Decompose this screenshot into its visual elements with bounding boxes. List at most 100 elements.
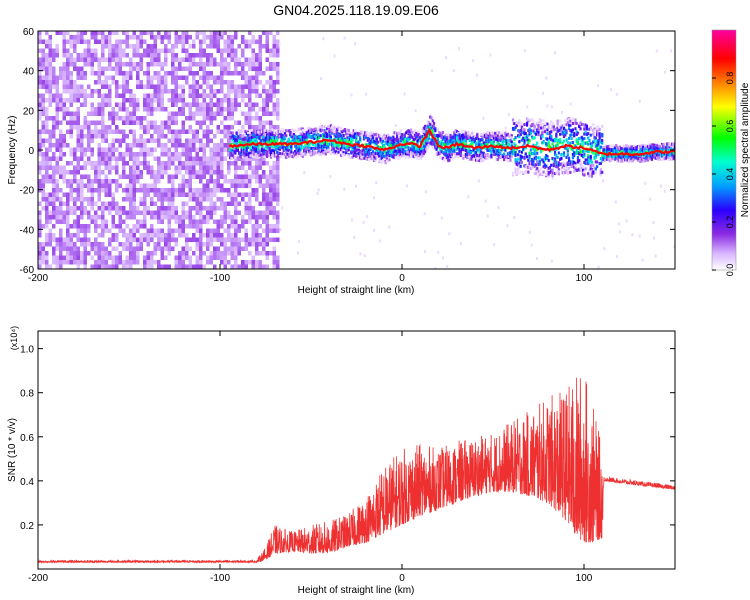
heatmap-cell xyxy=(258,264,262,269)
heatmap-cell xyxy=(122,98,126,103)
heatmap-cell xyxy=(143,48,147,53)
heatmap-cell xyxy=(181,129,185,134)
heatmap-cell xyxy=(178,107,182,112)
heatmap-cell xyxy=(150,98,154,103)
heatmap-cell xyxy=(199,201,203,206)
heatmap-cell xyxy=(174,102,178,107)
heatmap-cell xyxy=(111,75,115,80)
heatmap-cell xyxy=(243,137,246,141)
heatmap-cell xyxy=(108,116,112,121)
heatmap-cell xyxy=(188,143,192,148)
heatmap-cell xyxy=(546,104,549,108)
heatmap-cell xyxy=(427,125,431,129)
heatmap-cell xyxy=(518,140,521,144)
heatmap-cell xyxy=(111,201,115,206)
heatmap-cell xyxy=(294,139,297,143)
heatmap-cell xyxy=(411,145,414,149)
heatmap-cell xyxy=(167,39,171,44)
heatmap-cell xyxy=(80,197,84,202)
heatmap-cell xyxy=(515,145,518,149)
heatmap-cell xyxy=(513,122,516,126)
heatmap-cell xyxy=(195,147,199,152)
heatmap-cell xyxy=(171,174,175,179)
heatmap-cell xyxy=(265,102,269,107)
heatmap-cell xyxy=(266,153,269,157)
heatmap-cell xyxy=(199,224,203,229)
heatmap-cell xyxy=(385,142,389,146)
heatmap-cell xyxy=(434,144,437,148)
heatmap-cell xyxy=(62,143,66,148)
heatmap-cell xyxy=(334,135,338,139)
heatmap-cell xyxy=(375,137,378,141)
heatmap-cell xyxy=(258,57,262,62)
heatmap-cell xyxy=(631,233,634,237)
heatmap-cell xyxy=(111,224,115,229)
heatmap-cell xyxy=(136,62,140,67)
heatmap-cell xyxy=(101,206,105,211)
heatmap-cell xyxy=(265,224,269,229)
heatmap-cell xyxy=(188,138,192,143)
heatmap-cell xyxy=(125,152,129,157)
heatmap-cell xyxy=(87,93,91,98)
heatmap-cell xyxy=(48,134,52,139)
heatmap-cell xyxy=(597,265,600,269)
heatmap-cell xyxy=(62,39,66,44)
heatmap-cell xyxy=(488,132,492,136)
heatmap-cell xyxy=(160,161,164,166)
heatmap-cell xyxy=(38,210,42,215)
heatmap-cell xyxy=(448,158,451,162)
heatmap-cell xyxy=(76,251,80,256)
heatmap-cell xyxy=(66,246,70,251)
heatmap-cell xyxy=(76,246,80,251)
heatmap-cell xyxy=(309,153,312,157)
heatmap-cell xyxy=(281,139,284,143)
heatmap-cell xyxy=(181,147,185,152)
heatmap-cell xyxy=(473,154,476,158)
heatmap-cell xyxy=(220,201,224,206)
heatmap-cell xyxy=(69,183,73,188)
heatmap-cell xyxy=(87,179,91,184)
heatmap-cell xyxy=(361,131,364,135)
heatmap-cell xyxy=(69,44,73,49)
heatmap-cell xyxy=(69,120,73,125)
heatmap-cell xyxy=(83,120,87,125)
heatmap-cell xyxy=(83,206,87,211)
heatmap-cell xyxy=(174,210,178,215)
heatmap-cell xyxy=(252,131,255,135)
heatmap-cell xyxy=(178,188,182,193)
heatmap-cell xyxy=(125,134,129,139)
heatmap-cell xyxy=(73,174,77,179)
heatmap-cell xyxy=(213,192,217,197)
heatmap-cell xyxy=(73,260,77,265)
heatmap-cell xyxy=(229,148,232,152)
heatmap-cell xyxy=(339,153,343,157)
heatmap-cell xyxy=(136,242,140,247)
heatmap-cell xyxy=(487,140,490,144)
heatmap-cell xyxy=(111,80,115,85)
heatmap-cell xyxy=(59,260,63,265)
heatmap-cell xyxy=(381,136,385,140)
heatmap-cell xyxy=(97,93,101,98)
heatmap-cell xyxy=(393,150,396,154)
heatmap-cell xyxy=(234,206,238,211)
heatmap-cell xyxy=(83,197,87,202)
heatmap-cell xyxy=(227,246,231,251)
heatmap-cell xyxy=(264,136,267,140)
heatmap-cell xyxy=(445,56,448,60)
heatmap-cell xyxy=(94,215,98,220)
heatmap-cell xyxy=(139,161,143,166)
heatmap-cell xyxy=(406,150,409,154)
heatmap-cell xyxy=(513,152,516,156)
heatmap-cell xyxy=(244,84,248,89)
heatmap-cell xyxy=(66,62,70,67)
heatmap-cell xyxy=(241,125,245,130)
heatmap-cell xyxy=(241,111,245,116)
heatmap-cell xyxy=(146,120,150,125)
heatmap-cell xyxy=(73,251,77,256)
heatmap-cell xyxy=(146,242,150,247)
heatmap-cell xyxy=(453,142,456,146)
heatmap-cell xyxy=(317,133,320,137)
heatmap-cell xyxy=(143,210,147,215)
heatmap-cell xyxy=(129,210,133,215)
heatmap-cell xyxy=(206,111,210,116)
